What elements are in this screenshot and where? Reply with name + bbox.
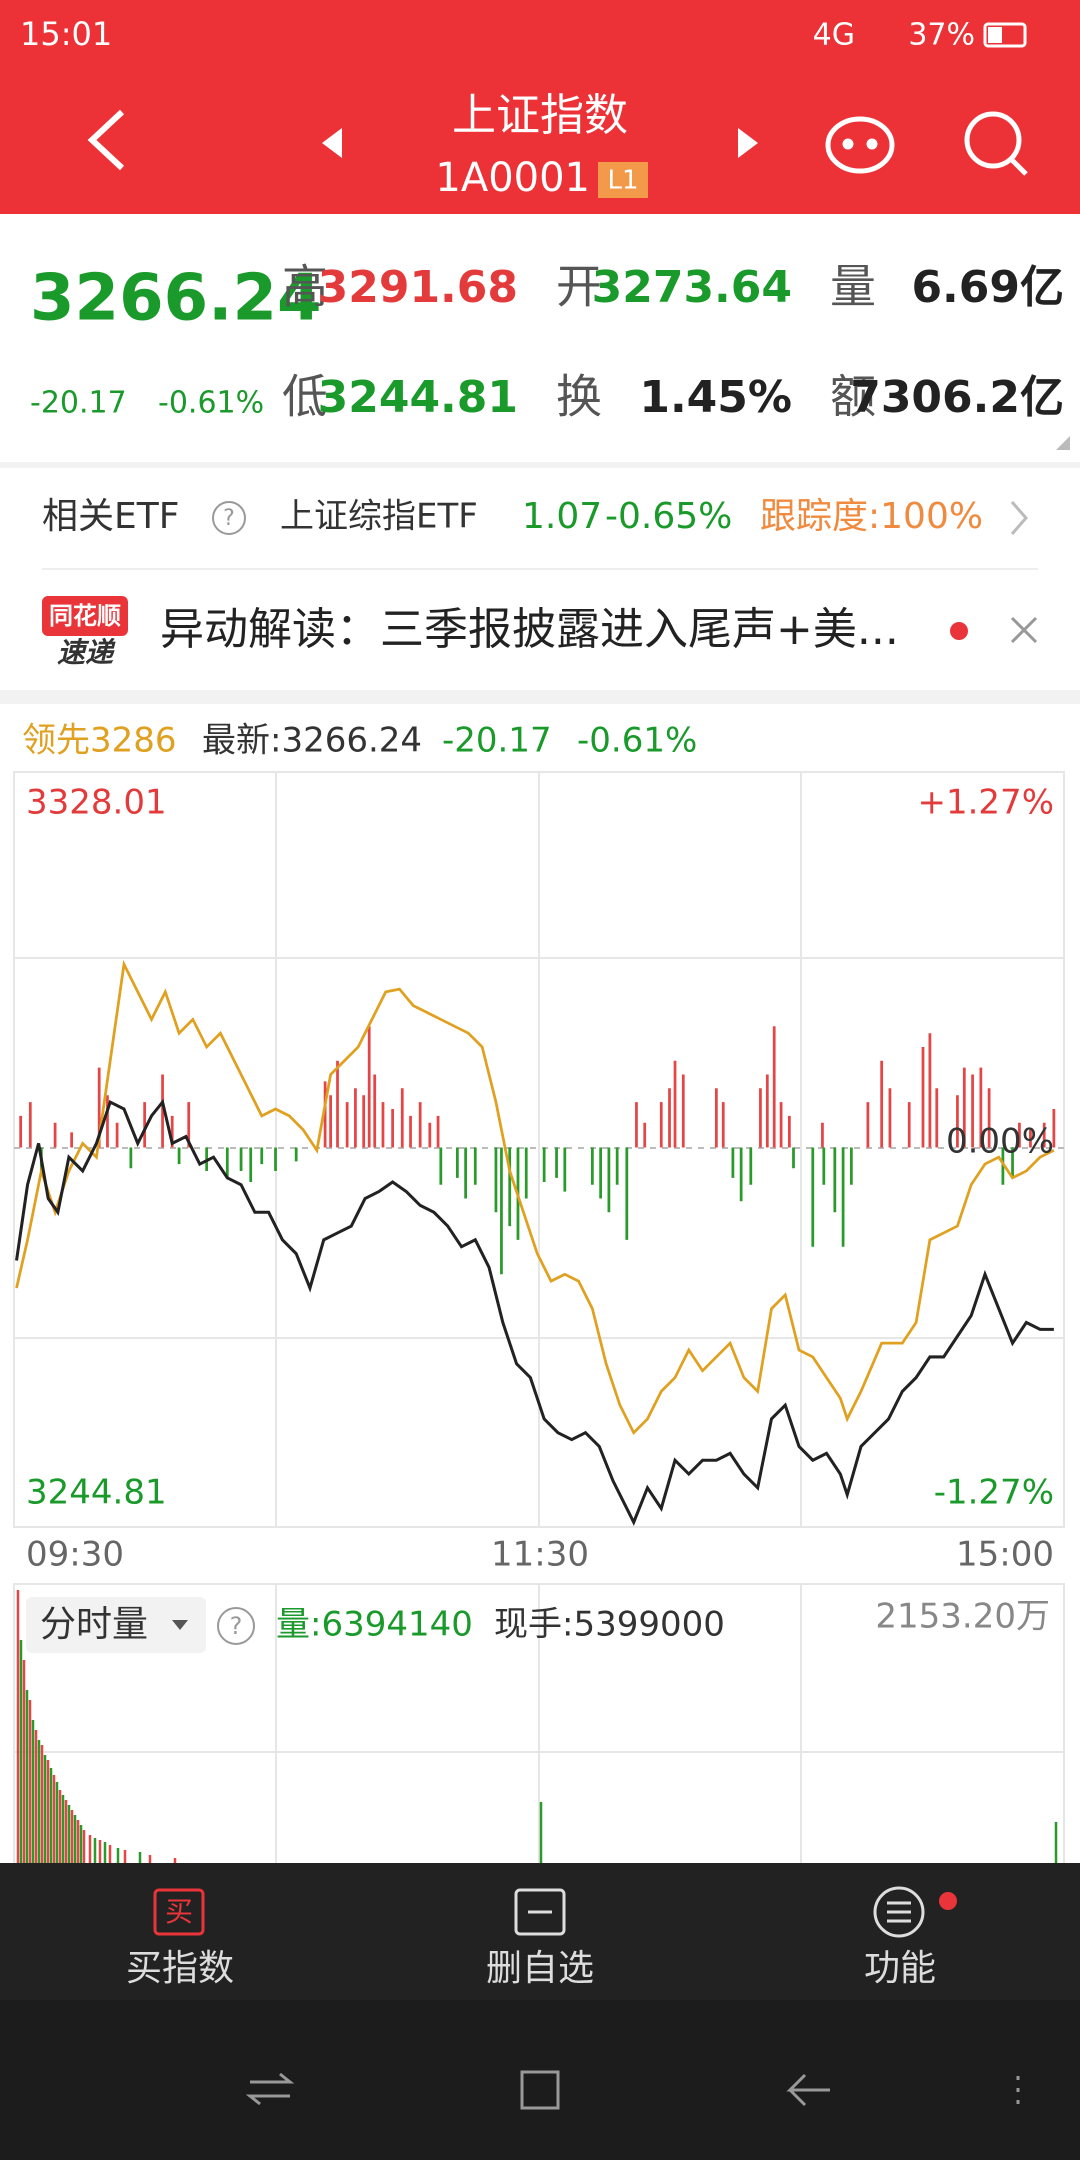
- time-label: 15:00: [956, 1535, 1054, 1575]
- buy-icon-text: 买: [165, 1895, 193, 1928]
- menu-dot: [939, 1892, 957, 1910]
- nav-switch[interactable]: [245, 2072, 295, 2106]
- news-logo-top: 同花顺: [49, 602, 121, 630]
- intraday-chart: [15, 959, 1056, 1526]
- stock-title: 上证指数: [452, 90, 628, 141]
- status-network: 4G: [813, 18, 855, 53]
- y-high: 3328.01: [26, 783, 167, 823]
- etf-price: 1.07: [522, 496, 602, 537]
- level-badge: [598, 162, 648, 198]
- corner-mark: [1056, 436, 1070, 450]
- menu-icon[interactable]: [873, 1886, 925, 1938]
- nav-back[interactable]: [786, 2073, 830, 2107]
- news-logo-bottom: 速递: [57, 636, 116, 669]
- prev-button[interactable]: [322, 128, 342, 158]
- lead-line: [15, 959, 1055, 1436]
- volume-max: 2153.20万: [875, 1597, 1050, 1637]
- level-badge-text: L1: [607, 166, 638, 196]
- buy-icon[interactable]: [153, 1888, 205, 1936]
- latest-label: 最新:3266.24: [202, 721, 422, 761]
- etf-name[interactable]: 上证综指ETF: [280, 497, 478, 537]
- divider: [0, 690, 1080, 704]
- volume-bars-up: [16, 1590, 177, 1863]
- quote-value: 1.45%: [639, 372, 792, 423]
- robot-icon[interactable]: [825, 116, 895, 174]
- help-mark: ?: [230, 1612, 243, 1640]
- battery-icon: [983, 22, 1027, 48]
- quote-label: 高: [282, 260, 328, 314]
- quote-value: 6.69亿: [911, 262, 1064, 313]
- status-time: 15:01: [20, 15, 112, 53]
- remove-button[interactable]: 删自选: [486, 1948, 594, 1989]
- quote-label: 开: [556, 260, 602, 314]
- price-line: [15, 1098, 1054, 1526]
- news-text[interactable]: 异动解读：三季报披露进入尾声+美...: [160, 604, 899, 655]
- etf-arrow[interactable]: [1010, 501, 1028, 535]
- volume-current: 现手:5399000: [494, 1605, 725, 1645]
- bottom-bar: [0, 1863, 1080, 2000]
- pct-low: -1.27%: [934, 1473, 1054, 1513]
- volume-down-bars: [39, 1147, 1014, 1275]
- volume-selector-text[interactable]: 分时量: [40, 1604, 148, 1645]
- quote-value: 3273.64: [592, 262, 792, 313]
- y-low: 3244.81: [26, 1473, 167, 1513]
- menu-button[interactable]: 功能: [864, 1948, 936, 1989]
- quote-value: 3244.81: [318, 372, 518, 423]
- etf-tracking: 跟踪度:100%: [760, 496, 983, 537]
- nav-bar: [0, 2000, 1080, 2160]
- etf-pct: -0.65%: [605, 496, 732, 537]
- latest-change: -20.17: [442, 721, 552, 761]
- buy-button[interactable]: 买指数: [126, 1948, 234, 1989]
- help-mark: ?: [223, 506, 235, 531]
- time-label: 09:30: [26, 1535, 124, 1575]
- header-bg: [0, 0, 1080, 214]
- help-icon[interactable]: [212, 501, 246, 535]
- volume-total: 量:6394140: [276, 1605, 473, 1645]
- menu-icon-lines: [887, 1901, 911, 1923]
- nav-home[interactable]: [520, 2070, 560, 2110]
- time-label: 11:30: [491, 1535, 589, 1575]
- battery-level: [988, 27, 1002, 43]
- remove-icon[interactable]: [514, 1888, 566, 1936]
- pct-zero: 0.00%: [946, 1122, 1054, 1162]
- quote-label: 换: [556, 370, 602, 424]
- price-change: -20.17: [30, 386, 127, 421]
- volume-bars-down: [19, 1640, 1058, 1863]
- price-change-pct: -0.61%: [158, 386, 264, 421]
- quote-value: 3291.68: [318, 262, 518, 313]
- chart-grid: [13, 771, 1065, 1528]
- news-close[interactable]: [1010, 616, 1038, 644]
- search-icon[interactable]: [964, 111, 1028, 176]
- price: 3266.24: [30, 262, 322, 336]
- quote-label: 低: [282, 370, 328, 424]
- quote-label: 量: [830, 260, 876, 314]
- divider: [0, 462, 1080, 468]
- latest-pct: -0.61%: [577, 721, 697, 761]
- help-icon[interactable]: [217, 1607, 255, 1645]
- selector-arrow: [172, 1620, 188, 1630]
- status-battery: 37%: [908, 18, 975, 53]
- back-button[interactable]: [87, 109, 125, 171]
- etf-label: 相关ETF: [42, 496, 179, 537]
- volume-selector[interactable]: [26, 1597, 206, 1653]
- news-dot: [950, 622, 968, 640]
- quote-label: 额: [830, 370, 876, 424]
- next-button[interactable]: [738, 128, 758, 158]
- quote-value: 7306.2亿: [850, 372, 1064, 423]
- stock-code: 1A0001: [435, 155, 590, 201]
- pct-high: +1.27%: [918, 783, 1055, 823]
- lead-label: 领先3286: [22, 721, 177, 761]
- volume-up-bars: [19, 1026, 1056, 1148]
- news-logo-top-bg: [42, 596, 128, 636]
